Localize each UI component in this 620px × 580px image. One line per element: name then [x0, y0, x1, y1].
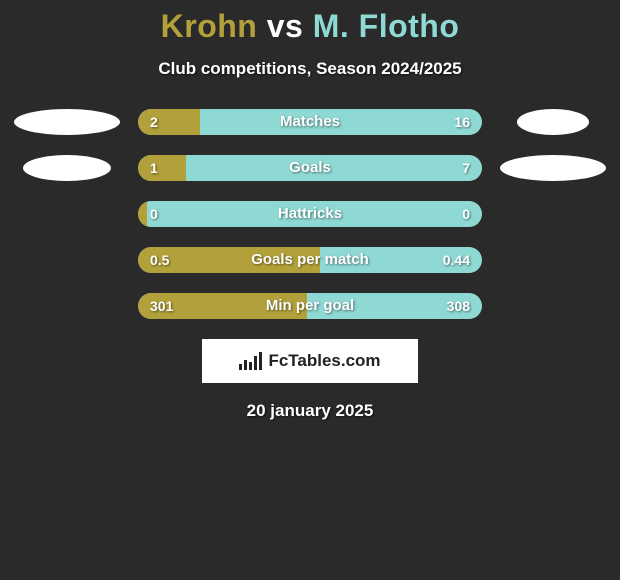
stat-bar: 1Goals7 [138, 155, 482, 181]
player-marker-right [517, 109, 589, 135]
brand-badge[interactable]: FcTables.com [202, 339, 418, 383]
comparison-container: Krohn vs M. Flotho Club competitions, Se… [0, 0, 620, 421]
title-player-left: Krohn [161, 8, 258, 44]
player-marker-left [23, 155, 111, 181]
stat-row: 301Min per goal308 [0, 293, 620, 319]
title-vs: vs [267, 8, 304, 44]
title-player-right: M. Flotho [313, 8, 460, 44]
stat-value-right: 0.44 [443, 247, 470, 273]
stat-row: 0.5Goals per match0.44 [0, 247, 620, 273]
date-text: 20 january 2025 [0, 401, 620, 421]
stat-label: Min per goal [138, 293, 482, 319]
stat-bar: 2Matches16 [138, 109, 482, 135]
player-marker-left [14, 109, 120, 135]
stat-value-right: 16 [454, 109, 470, 135]
stat-value-right: 7 [462, 155, 470, 181]
stat-value-right: 0 [462, 201, 470, 227]
stat-bar: 301Min per goal308 [138, 293, 482, 319]
subtitle: Club competitions, Season 2024/2025 [0, 59, 620, 79]
stat-row: 1Goals7 [0, 155, 620, 181]
stat-row: 0Hattricks0 [0, 201, 620, 227]
stats-list: 2Matches16 1Goals7 0Hattricks0 0.5Goals per… [0, 109, 620, 319]
stat-label: Matches [138, 109, 482, 135]
stat-row: 2Matches16 [0, 109, 620, 135]
brand-text: FcTables.com [268, 351, 380, 371]
page-title: Krohn vs M. Flotho [0, 8, 620, 45]
stat-bar: 0Hattricks0 [138, 201, 482, 227]
player-marker-right [500, 155, 606, 181]
stat-label: Goals [138, 155, 482, 181]
chart-icon [239, 352, 262, 370]
stat-bar: 0.5Goals per match0.44 [138, 247, 482, 273]
stat-label: Goals per match [138, 247, 482, 273]
stat-value-right: 308 [447, 293, 470, 319]
stat-label: Hattricks [138, 201, 482, 227]
